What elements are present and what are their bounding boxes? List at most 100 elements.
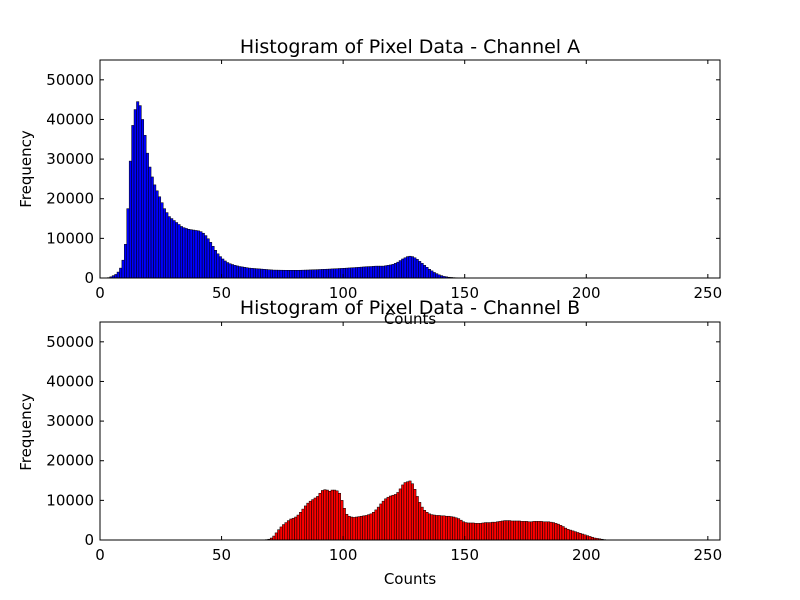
channel-b-title: Histogram of Pixel Data - Channel B <box>240 297 580 319</box>
channel-a-bar <box>333 268 337 279</box>
channel-b-bar <box>496 521 499 541</box>
channel-a-ytick-label: 30000 <box>46 150 94 168</box>
channel-b-bar <box>437 515 441 541</box>
channel-b-bar <box>542 521 546 541</box>
channel-b-bar <box>410 483 414 541</box>
channel-a-bar <box>269 269 273 279</box>
channel-b-bar <box>279 526 283 541</box>
channel-b-bar <box>308 500 312 541</box>
channel-b-bar <box>520 521 524 541</box>
channel-b-bar <box>277 529 281 541</box>
channel-b-bar <box>345 513 349 541</box>
channel-a-bar <box>303 269 307 279</box>
channel-a-bar <box>262 269 266 279</box>
channel-b-plot-frame <box>99 321 721 541</box>
channel-b-bar <box>457 518 461 541</box>
channel-a-xtick-label: 100 <box>329 284 358 302</box>
channel-b-bar <box>384 498 388 541</box>
channel-b-bar <box>442 515 446 541</box>
channel-a-bar <box>427 269 431 279</box>
channel-a-xtick-label: 50 <box>212 284 231 302</box>
channel-a-bar <box>330 268 334 279</box>
channel-a-bar <box>435 273 439 279</box>
channel-a-bar <box>316 269 320 279</box>
channel-a-bar <box>352 267 356 279</box>
channel-a-bar <box>415 259 419 279</box>
channel-b-ytick-label: 40000 <box>46 372 94 390</box>
channel-a-bar <box>267 269 271 279</box>
channel-a-bar <box>423 265 427 279</box>
channel-a-bar <box>401 258 405 279</box>
channel-a-bar <box>194 230 198 279</box>
channel-a-bar <box>201 232 205 279</box>
channel-b-bar <box>517 520 521 541</box>
channel-a-bar <box>410 256 414 279</box>
channel-b-bar <box>296 514 300 541</box>
channel-a-bar <box>238 266 242 279</box>
channel-b-bar <box>272 535 276 541</box>
channel-b-bar <box>323 489 327 541</box>
channel-a-bar <box>299 269 303 279</box>
channel-b-bar <box>452 516 456 541</box>
channel-a-bar <box>376 265 380 279</box>
channel-b-bar <box>569 529 572 541</box>
channel-a-bar <box>209 242 213 279</box>
channel-b-bar <box>289 518 293 541</box>
channel-b-bar <box>335 490 339 541</box>
channel-b-bar <box>481 522 485 541</box>
channel-a-bar <box>172 220 176 279</box>
channel-a-bar <box>308 269 312 279</box>
channel-a-bar <box>277 269 281 279</box>
channel-a-bar <box>306 269 310 279</box>
channel-a-bar <box>158 196 162 279</box>
channel-a-bar <box>325 268 329 279</box>
channel-a-bar <box>160 202 164 279</box>
channel-a-bar <box>367 266 371 279</box>
channel-a-bar <box>257 268 261 279</box>
channel-b-bar <box>362 515 366 541</box>
channel-b-bar <box>559 525 563 541</box>
channel-b-bar <box>316 496 320 541</box>
channel-a-bar <box>128 160 132 279</box>
channel-a-bar <box>216 253 220 279</box>
channel-a-bar <box>313 269 317 279</box>
channel-a-bar <box>379 265 383 279</box>
channel-b-bar <box>532 521 536 541</box>
channel-b-bar <box>408 480 412 541</box>
channel-b-bar <box>413 489 417 541</box>
channel-b-bar <box>374 509 378 541</box>
channel-b-bar <box>471 522 475 541</box>
channel-a-bar <box>214 250 217 279</box>
channel-a-bar <box>350 267 354 279</box>
channel-b-ytick-label: 10000 <box>46 491 94 509</box>
channel-b-xlabel: Counts <box>384 570 437 588</box>
channel-b-bar <box>403 482 407 541</box>
channel-b-bars <box>265 480 614 541</box>
channel-b-bar <box>566 529 570 541</box>
channel-b-xtick-label: 50 <box>212 546 231 564</box>
channel-a-bar <box>150 176 154 279</box>
channel-b-bar <box>522 521 526 541</box>
channel-b-bar <box>367 514 371 541</box>
channel-a-ytick-label: 0 <box>84 269 94 287</box>
channel-a-bar <box>389 264 393 279</box>
channel-b-bar <box>578 533 582 541</box>
channel-a-bar <box>177 224 181 279</box>
channel-b-bar <box>549 521 553 541</box>
channel-a-bar <box>347 267 351 279</box>
channel-a-bar <box>374 265 378 279</box>
channel-a-bar <box>413 257 417 279</box>
channel-b-bar <box>534 521 538 541</box>
channel-a-bar <box>318 269 322 279</box>
channel-a-bar <box>430 270 434 279</box>
channel-a-bar <box>141 119 145 279</box>
channel-b-bar <box>435 515 439 541</box>
channel-b-bar <box>342 508 346 541</box>
channel-b-bar <box>306 502 310 541</box>
channel-a-xtick-label: 150 <box>450 284 479 302</box>
channel-b-bar <box>488 522 492 541</box>
channel-a-bar <box>223 260 227 279</box>
channel-b-bar <box>359 515 363 541</box>
channel-b-bar <box>301 508 305 541</box>
